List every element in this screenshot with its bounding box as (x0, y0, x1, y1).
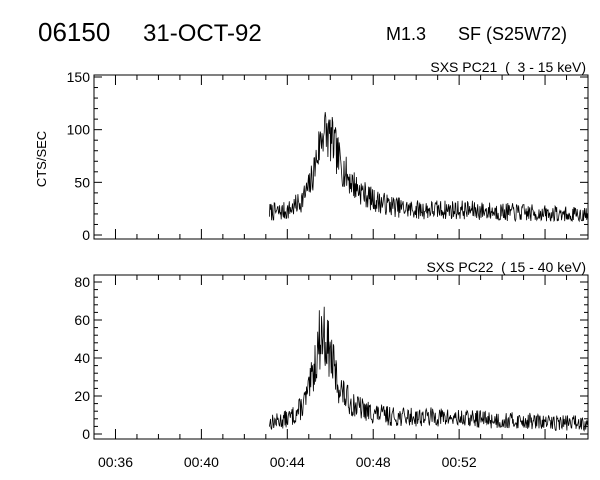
y-tick-label: 50 (74, 174, 90, 190)
y-tick-label: 100 (67, 122, 91, 138)
trace-top (269, 112, 589, 223)
panel-top: SXS PC21 ( 3 - 15 keV) 0 50 100 150 CTS/SEC (34, 59, 589, 243)
count-rate-trace (269, 112, 589, 223)
y-tick-label: 20 (74, 388, 90, 404)
x-tick-label: 00:44 (270, 454, 305, 470)
x-tick-label: 00:36 (98, 454, 133, 470)
plot-area-top: 0 50 100 150 (67, 69, 589, 243)
flare-location: SF (S25W72) (458, 24, 567, 44)
x-tick-label: 00:52 (442, 454, 477, 470)
y-axis-label: CTS/SEC (34, 131, 49, 187)
x-tick-labels: 00:36 00:40 00:44 00:48 00:52 (98, 454, 477, 470)
count-rate-trace (269, 306, 589, 432)
band-label-bottom: SXS PC22 ( 15 - 40 keV) (426, 259, 586, 275)
panel-bottom: SXS PC22 ( 15 - 40 keV) 0 20 40 60 80 (74, 259, 589, 442)
trace-bottom (269, 306, 589, 432)
y-tick-label: 0 (82, 426, 90, 442)
event-number: 06150 (38, 17, 110, 47)
axes-frame-bottom (93, 274, 589, 440)
band-label-top: SXS PC21 ( 3 - 15 keV) (430, 59, 586, 75)
ticks-bottom: 0 20 40 60 80 (74, 274, 589, 442)
ticks-top: 0 50 100 150 (67, 69, 589, 243)
y-tick-label: 40 (74, 350, 90, 366)
goes-class: M1.3 (386, 24, 426, 44)
event-date: 31-OCT-92 (143, 20, 262, 47)
x-tick-label: 00:40 (184, 454, 219, 470)
y-tick-label: 0 (82, 227, 90, 243)
plot-area-bottom: 0 20 40 60 80 (74, 274, 589, 442)
y-tick-label: 80 (74, 274, 90, 290)
axes-frame-top (93, 74, 589, 240)
y-tick-label: 150 (67, 69, 91, 85)
x-tick-label: 00:48 (356, 454, 391, 470)
y-tick-label: 60 (74, 312, 90, 328)
